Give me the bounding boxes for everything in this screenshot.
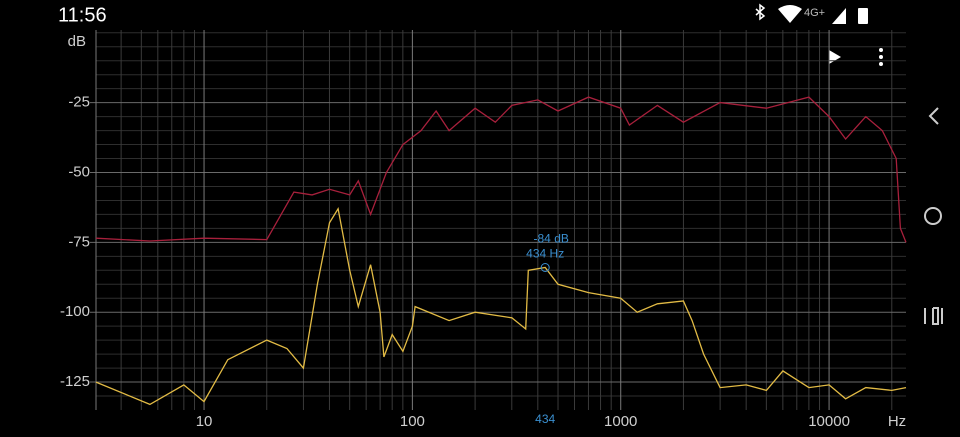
y-tick-label: -100 bbox=[60, 303, 90, 320]
bluetooth-icon bbox=[755, 3, 766, 21]
marker-freq-label: 434 Hz bbox=[526, 247, 564, 261]
nav-bar bbox=[924, 107, 943, 325]
peak-marker bbox=[540, 263, 550, 272]
y-tick-label: -50 bbox=[68, 163, 90, 180]
y-tick-label: -125 bbox=[60, 373, 90, 390]
y-tick-label: -75 bbox=[68, 233, 90, 250]
menu-dot bbox=[879, 55, 883, 59]
battery-icon bbox=[858, 8, 868, 24]
marker-value-label: -84 dB bbox=[534, 232, 569, 246]
plot: -125 -100 -75 -50 -25 10 100 1000 10000 dB Hz -84 d… bbox=[60, 30, 907, 430]
recents-button[interactable] bbox=[924, 307, 943, 325]
network-type: 4G+ bbox=[804, 7, 825, 19]
x-tick-label: 100 bbox=[400, 413, 425, 430]
status-icons bbox=[755, 3, 868, 24]
y-tick-label: -25 bbox=[68, 94, 90, 111]
x-tick-label: 10000 bbox=[808, 413, 850, 430]
menu-dot bbox=[879, 62, 883, 66]
y-axis-label: dB bbox=[68, 33, 86, 50]
spectrum-line bbox=[95, 96, 907, 243]
x-axis-label: Hz bbox=[888, 413, 906, 430]
x-tick-label: 10 bbox=[196, 413, 213, 430]
menu-button[interactable] bbox=[879, 48, 883, 52]
home-button[interactable] bbox=[924, 207, 942, 225]
signal-icon bbox=[832, 8, 846, 24]
spectrum-line bbox=[95, 207, 907, 406]
clock: 11:56 bbox=[58, 4, 107, 26]
back-button[interactable] bbox=[928, 107, 939, 125]
wifi-icon bbox=[778, 5, 802, 23]
x-tick-label: 1000 bbox=[604, 413, 637, 430]
marker-x-label: 434 bbox=[535, 412, 555, 426]
